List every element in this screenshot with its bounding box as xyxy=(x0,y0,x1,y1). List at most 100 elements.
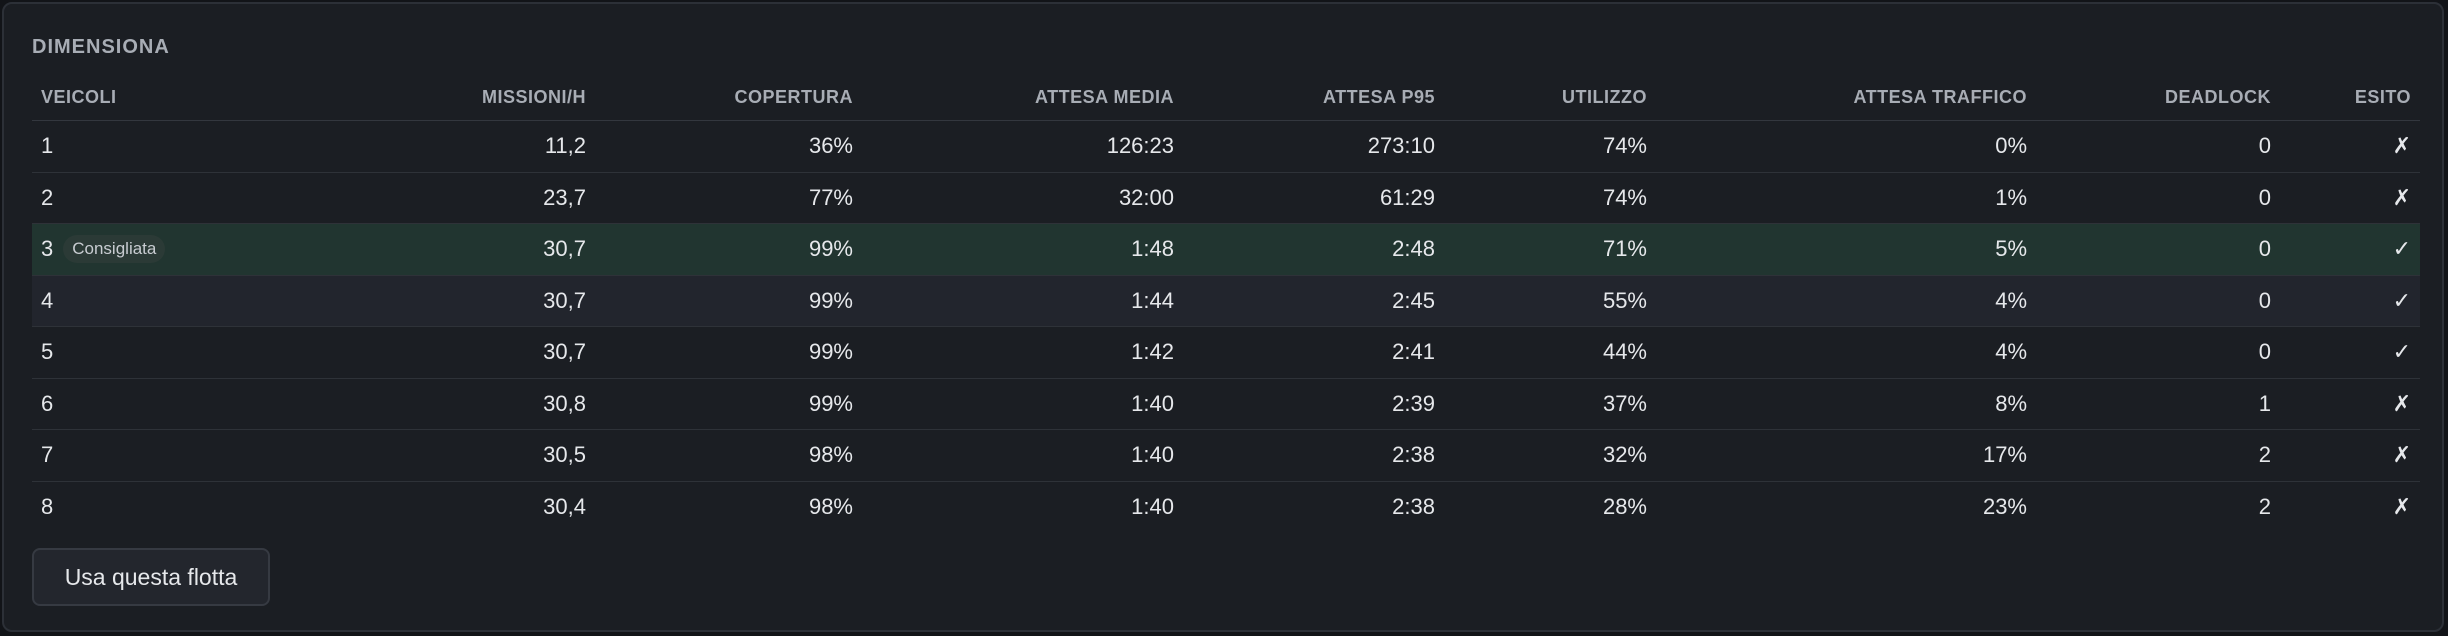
table-cell: 30,7 xyxy=(422,275,595,327)
cell-text: 5% xyxy=(1995,236,2027,262)
table-cell: 5% xyxy=(1656,223,2036,276)
table-cell: 30,4 xyxy=(422,481,595,532)
cell-text: 2 xyxy=(41,184,54,210)
table-cell: ✗ xyxy=(2280,378,2420,430)
table-cell: 0 xyxy=(2036,275,2280,327)
fleet-table: VEICOLI MISSIONI/H COPERTURA ATTESA MEDIA AT… xyxy=(32,74,2420,532)
table-cell: 1 xyxy=(32,120,422,173)
table-cell: 1:42 xyxy=(862,326,1183,379)
cell-text: ✓ xyxy=(2392,287,2411,313)
cell-text: 7 xyxy=(41,442,54,468)
column-header: ESITO xyxy=(2280,74,2420,121)
cell-text: ✗ xyxy=(2392,390,2411,416)
panel-title: DIMENSIONA xyxy=(32,36,170,58)
table-cell: 32% xyxy=(1444,429,1656,482)
cell-text: 2:48 xyxy=(1392,236,1435,262)
table-cell: 0 xyxy=(2036,120,2280,173)
table-cell: ✓ xyxy=(2280,326,2420,379)
use-fleet-button[interactable]: Usa questa flotta xyxy=(32,548,270,606)
table-cell: 2:45 xyxy=(1183,275,1444,327)
table-cell: ✗ xyxy=(2280,481,2420,532)
table-cell: 77% xyxy=(595,172,862,224)
column-header: MISSIONI/H xyxy=(422,74,595,121)
table-cell: 0 xyxy=(2036,326,2280,379)
cell-text: 99% xyxy=(808,339,853,365)
table-cell: 1 xyxy=(2036,378,2280,430)
column-header: ATTESA MEDIA xyxy=(862,74,1183,121)
table-cell: ✓ xyxy=(2280,275,2420,327)
table-cell: 0% xyxy=(1656,120,2036,173)
table-cell: 23% xyxy=(1656,481,2036,532)
cell-text: 1:40 xyxy=(1131,390,1174,416)
cell-text: 77% xyxy=(808,184,853,210)
table-cell: ✗ xyxy=(2280,120,2420,173)
column-header: ATTESA TRAFFICO xyxy=(1656,74,2036,121)
cell-text: 2:39 xyxy=(1392,390,1435,416)
table-cell: 4% xyxy=(1656,326,2036,379)
table-cell: 55% xyxy=(1444,275,1656,327)
table-cell: 1:40 xyxy=(862,481,1183,532)
cell-text: 1:40 xyxy=(1131,493,1174,519)
column-header: COPERTURA xyxy=(595,74,862,121)
table-row: 6 30,8 99% 1:40 2:39 37% 8% 1 ✗ xyxy=(32,378,2420,430)
table-cell: 74% xyxy=(1444,120,1656,173)
cell-text: 0 xyxy=(2258,287,2271,313)
table-cell: 71% xyxy=(1444,223,1656,276)
table-cell: 2:39 xyxy=(1183,378,1444,430)
cell-text: ✗ xyxy=(2392,133,2411,159)
cell-text: 8 xyxy=(41,493,54,519)
cell-text: 11,2 xyxy=(544,133,586,159)
table-cell: 23,7 xyxy=(422,172,595,224)
table-cell: 74% xyxy=(1444,172,1656,224)
table-cell: ✗ xyxy=(2280,172,2420,224)
column-header: ATTESA P95 xyxy=(1183,74,1444,121)
table-cell: 1:48 xyxy=(862,223,1183,276)
table-row: 4 30,7 99% 1:44 2:45 55% 4% 0 ✓ xyxy=(32,275,2420,327)
cell-text: 55% xyxy=(1602,287,1647,313)
cell-text: 99% xyxy=(808,236,853,262)
table-cell: 1:40 xyxy=(862,378,1183,430)
table-row: 5 30,7 99% 1:42 2:41 44% 4% 0 ✓ xyxy=(32,326,2420,379)
table-cell: 4% xyxy=(1656,275,2036,327)
table-row: 1 11,2 36% 126:23 273:10 74% 0% 0 ✗ xyxy=(32,120,2420,173)
table-cell: 2:38 xyxy=(1183,481,1444,532)
cell-text: 32% xyxy=(1602,442,1647,468)
table-cell: 1:44 xyxy=(862,275,1183,327)
table-cell: 32:00 xyxy=(862,172,1183,224)
cell-text: 23,7 xyxy=(543,184,586,210)
cell-text: 5 xyxy=(41,339,54,365)
table-cell: 28% xyxy=(1444,481,1656,532)
cell-text: 30,7 xyxy=(543,236,586,262)
table-cell: 1:40 xyxy=(862,429,1183,482)
cell-text: 98% xyxy=(808,442,853,468)
table-cell: 99% xyxy=(595,326,862,379)
cell-text: 1% xyxy=(1995,184,2027,210)
cell-text: 44% xyxy=(1602,339,1647,365)
cell-text: 3 xyxy=(41,236,54,262)
table-cell: ✗ xyxy=(2280,429,2420,482)
table-row: 3 Consigliata 30,7 99% 1:48 2:48 71% 5% 0 ✓ xyxy=(32,223,2420,276)
cell-text: 1:42 xyxy=(1131,339,1174,365)
table-cell: 273:10 xyxy=(1183,120,1444,173)
cell-text: 2 xyxy=(2258,493,2271,519)
table-cell: 0 xyxy=(2036,223,2280,276)
cell-text: 1 xyxy=(41,133,54,159)
badge: Consigliata xyxy=(63,235,166,264)
table-row: 2 23,7 77% 32:00 61:29 74% 1% 0 ✗ xyxy=(32,172,2420,224)
cell-text: 32:00 xyxy=(1118,184,1174,210)
table-cell: 2:48 xyxy=(1183,223,1444,276)
table-cell: 7 xyxy=(32,429,422,482)
cell-text: 0 xyxy=(2258,133,2271,159)
cell-text: 0 xyxy=(2258,184,2271,210)
table-cell: 126:23 xyxy=(862,120,1183,173)
table-cell: 17% xyxy=(1656,429,2036,482)
table-cell: 2:41 xyxy=(1183,326,1444,379)
cell-text: 2:38 xyxy=(1392,493,1435,519)
table-cell: 99% xyxy=(595,275,862,327)
cell-text: 1:48 xyxy=(1131,236,1174,262)
cell-text: 4% xyxy=(1995,339,2027,365)
table-cell: 5 xyxy=(32,326,422,379)
table-cell: 2 xyxy=(32,172,422,224)
table-cell: 30,8 xyxy=(422,378,595,430)
